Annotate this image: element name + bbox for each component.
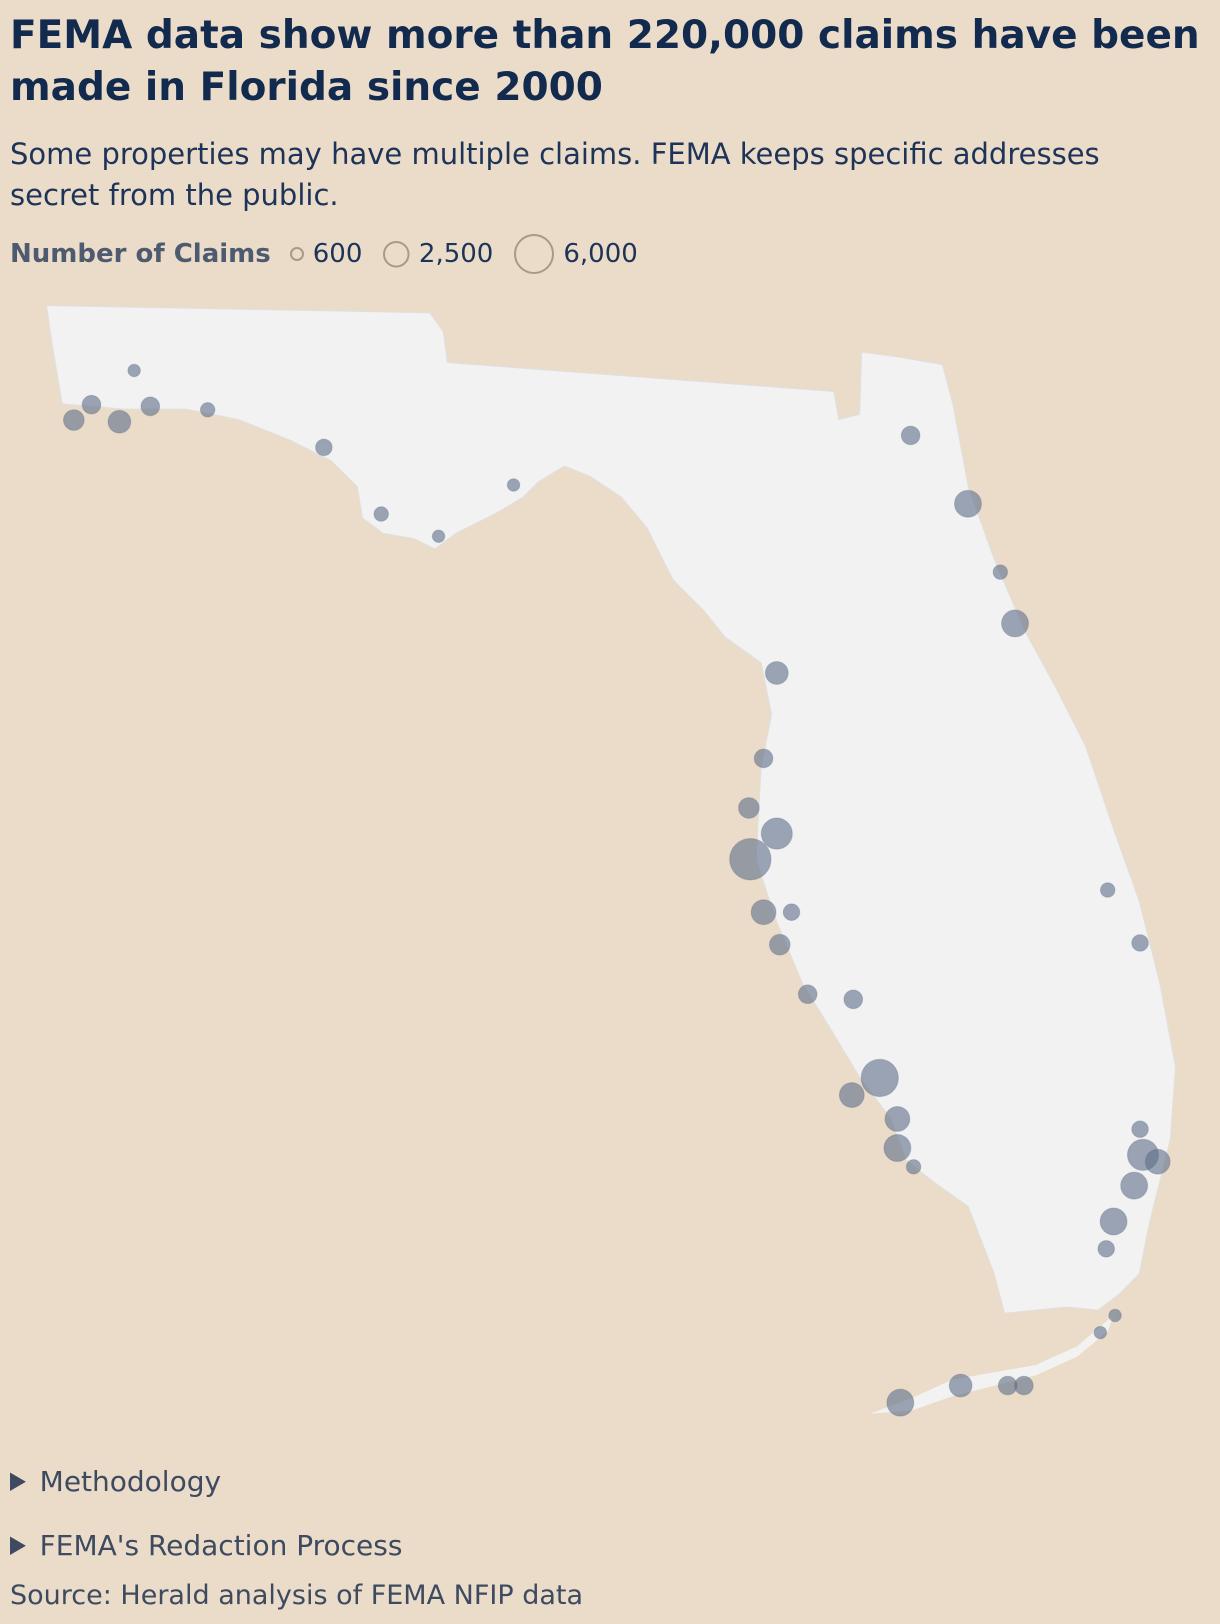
claims-bubble [843, 989, 864, 1010]
claims-bubble [782, 903, 801, 921]
legend-label: 600 [312, 239, 363, 269]
source: Source: Herald analysis of FEMA NFIP dat… [10, 1580, 584, 1611]
claims-bubble [506, 478, 521, 492]
claims-bubble [768, 933, 791, 956]
legend: Number of Claims 600 2,500 6,000 [10, 233, 648, 275]
subtitle: Some properties may have multiple claims… [10, 137, 1100, 212]
legend-symbol [383, 240, 410, 268]
legend-item: 2,500 [382, 239, 493, 269]
claims-bubble [884, 1106, 911, 1132]
claims-bubble [1131, 1120, 1149, 1139]
legend-title: Number of Claims [10, 239, 271, 269]
claims-bubble [948, 1373, 973, 1398]
claims-bubble [373, 506, 389, 522]
claims-bubble [1099, 1207, 1128, 1236]
claims-bubble [797, 984, 818, 1005]
claims-bubble [1001, 609, 1030, 638]
claims-bubble [1120, 1171, 1149, 1200]
legend-label: 2,500 [418, 239, 494, 269]
legend-circle [514, 234, 555, 274]
legend-symbol [289, 246, 304, 262]
claims-bubble [992, 564, 1009, 580]
legend-item: 600 [289, 239, 363, 269]
claims-bubble [753, 748, 774, 769]
claims-bubble [62, 409, 85, 431]
methodology-toggle[interactable]: Methodology [39, 1465, 222, 1498]
claims-bubble [431, 529, 446, 543]
legend-label: 6,000 [563, 239, 638, 269]
claims-bubble [127, 363, 141, 378]
redaction-process[interactable]: FEMA's Redaction Process [10, 1529, 403, 1562]
legend-circle [383, 240, 410, 268]
methodology[interactable]: Methodology [10, 1465, 221, 1498]
claims-bubble [760, 817, 793, 850]
claims-bubble [315, 438, 333, 457]
legend-circle [289, 246, 304, 262]
claims-bubble [81, 394, 102, 415]
claims-bubble [737, 797, 760, 819]
claims-bubble [750, 899, 777, 926]
claims-bubble [860, 1058, 899, 1098]
bubbles [62, 363, 1171, 1417]
claims-bubble [905, 1159, 922, 1175]
claims-bubble [1097, 1240, 1116, 1258]
legend-item: 6,000 [513, 233, 638, 275]
claims-bubble [886, 1388, 915, 1417]
claims-bubble [838, 1082, 865, 1108]
legend-symbol [514, 234, 555, 274]
claims-bubble [1014, 1375, 1034, 1396]
claims-bubble [1093, 1325, 1108, 1340]
claims-bubble [1144, 1148, 1171, 1175]
claims-bubble [107, 409, 132, 434]
claims-bubble [1108, 1308, 1122, 1323]
claims-bubble [199, 402, 216, 418]
redaction-toggle[interactable]: FEMA's Redaction Process [39, 1529, 403, 1562]
claims-bubble [883, 1134, 912, 1163]
title: FEMA data show more than 220,000 claims … [10, 13, 1200, 110]
claims-bubble [729, 837, 772, 881]
claims-bubble [1131, 934, 1149, 952]
claims-bubble [953, 489, 982, 518]
claims-bubble [1099, 882, 1116, 898]
florida-outline [46, 305, 1176, 1314]
claims-bubble [900, 425, 921, 446]
claims-bubble [140, 396, 161, 417]
claims-bubble [764, 661, 789, 685]
